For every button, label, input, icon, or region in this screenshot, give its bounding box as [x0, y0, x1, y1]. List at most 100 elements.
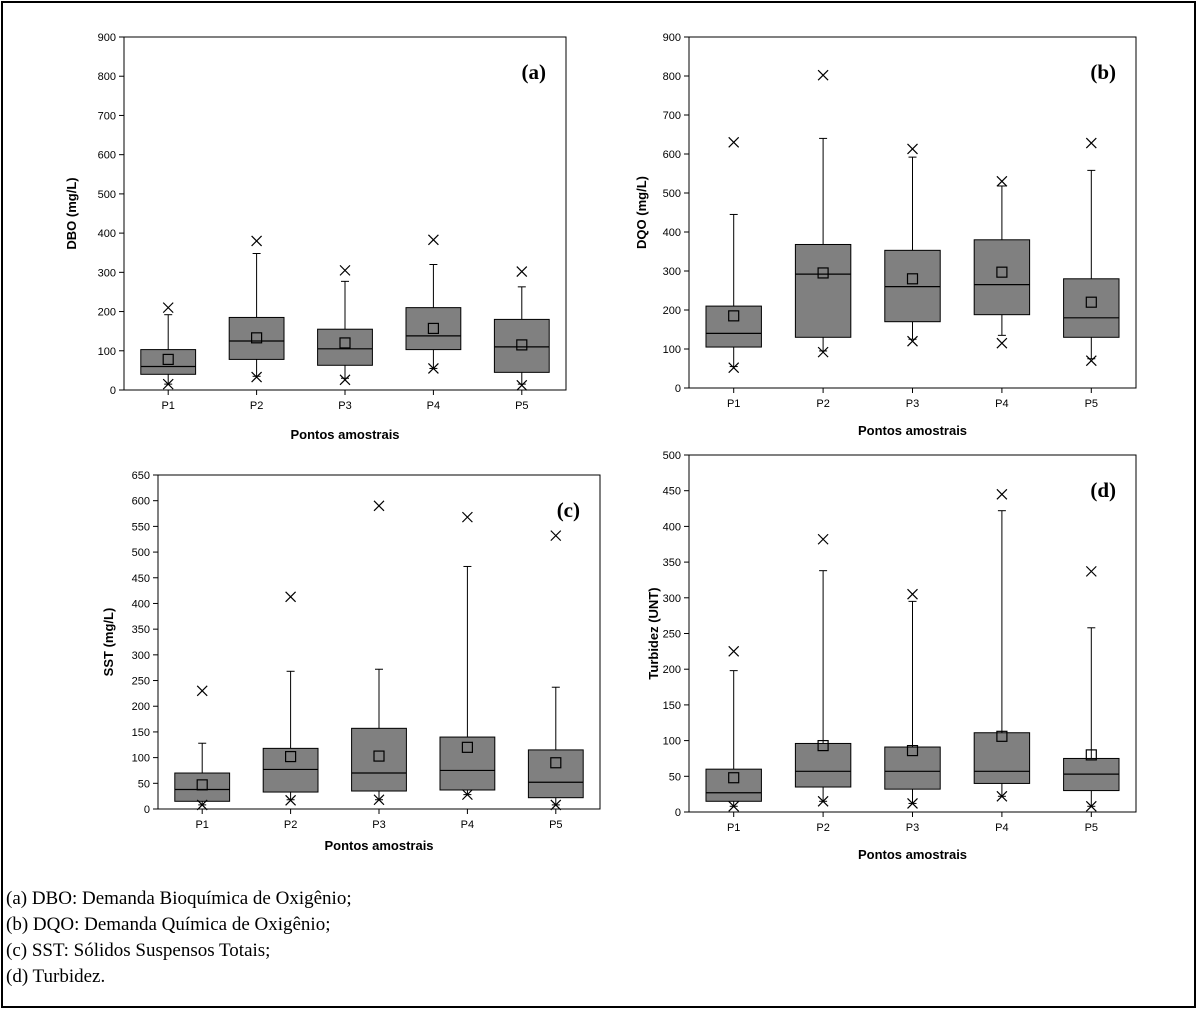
y-tick-label: 150 [132, 727, 150, 739]
y-tick-label: 250 [132, 676, 150, 688]
caption-c: (c) SST: Sólidos Suspensos Totais; [6, 940, 271, 961]
x-axis-label: Pontos amostrais [324, 838, 433, 853]
x-tick-label: P5 [515, 400, 528, 412]
x-tick-label: P2 [816, 398, 829, 410]
box [351, 727, 407, 792]
y-axis-label: SST (mg/L) [101, 608, 116, 677]
y-tick-label: 900 [98, 32, 116, 44]
y-tick-label: 300 [663, 593, 681, 605]
box [262, 747, 319, 793]
y-axis-label: Turbidez (UNT) [646, 587, 661, 679]
min-marker [996, 337, 1008, 349]
mean-marker [339, 337, 351, 349]
y-tick-label: 0 [675, 807, 681, 819]
max-marker [285, 591, 297, 603]
min-marker [1085, 800, 1097, 812]
box [174, 772, 231, 802]
min-marker [339, 374, 351, 386]
x-tick-label: P5 [1085, 398, 1098, 410]
y-tick-label: 650 [132, 470, 150, 482]
x-tick-label: P1 [161, 400, 174, 412]
y-tick-label: 200 [663, 305, 681, 317]
y-tick-label: 400 [98, 228, 116, 240]
x-tick-label: P2 [816, 822, 829, 834]
mean-marker [251, 332, 263, 344]
caption-d: (d) Turbidez. [6, 966, 106, 987]
y-tick-label: 400 [132, 598, 150, 610]
max-marker [996, 488, 1008, 500]
y-tick-label: 300 [663, 266, 681, 278]
min-marker [550, 799, 562, 811]
panel-label: (c) [557, 498, 580, 522]
min-marker [251, 371, 263, 383]
max-marker [907, 588, 918, 600]
x-tick-label: P4 [461, 819, 474, 831]
mean-marker [461, 741, 473, 753]
min-marker [162, 378, 174, 390]
max-marker [461, 511, 473, 523]
max-marker [1085, 137, 1097, 149]
min-marker [728, 362, 740, 374]
x-tick-label: P3 [338, 400, 351, 412]
min-marker [516, 379, 528, 391]
mean-marker [162, 353, 174, 366]
box [317, 328, 373, 366]
y-tick-label: 300 [132, 650, 150, 662]
min-marker [461, 789, 473, 801]
box [1063, 278, 1120, 338]
y-tick-label: 200 [132, 701, 150, 713]
y-tick-label: 100 [663, 344, 681, 356]
x-axis-label: Pontos amostrais [858, 423, 967, 438]
mean-marker [817, 267, 829, 279]
mean-marker [906, 744, 919, 757]
max-marker [817, 533, 829, 545]
y-tick-label: 500 [663, 188, 681, 200]
max-marker [427, 234, 439, 246]
box [794, 243, 852, 338]
y-tick-label: 250 [663, 629, 681, 641]
caption-a: (a) DBO: Demanda Bioquímica de Oxigênio; [6, 888, 352, 909]
mean-marker [728, 772, 740, 784]
y-tick-label: 600 [132, 496, 150, 508]
max-marker [373, 500, 385, 512]
y-tick-label: 200 [663, 664, 681, 676]
box [973, 732, 1031, 784]
chart-panel-2: 0 100 200 300 400 500 600 700 800 900 P1 P2 P3 P4 P5 (b… [634, 32, 1137, 438]
y-tick-label: 900 [663, 32, 681, 44]
y-tick-label: 50 [138, 778, 150, 790]
y-tick-label: 450 [663, 486, 681, 498]
chart-panel-4: 0 50 100 150 200 250 300 350 400 450 500 P1 P2 P3 P4 P5… [646, 450, 1137, 862]
chart-panel-3: 0 50 100 150 200 250 300 350 400 450 500 550 600 650 P… [101, 470, 601, 853]
max-marker [251, 235, 263, 247]
x-tick-label: P5 [549, 819, 562, 831]
x-tick-label: P4 [427, 400, 440, 412]
max-marker [728, 645, 740, 657]
y-tick-label: 150 [663, 700, 681, 712]
x-tick-label: P1 [727, 398, 740, 410]
x-tick-label: P5 [1085, 822, 1098, 834]
max-marker [907, 143, 918, 155]
min-marker [373, 794, 385, 806]
box [884, 746, 941, 790]
min-marker [196, 799, 208, 811]
mean-marker [996, 730, 1008, 742]
box [705, 768, 762, 802]
x-tick-label: P4 [995, 822, 1008, 834]
x-tick-label: P3 [372, 819, 385, 831]
min-marker [427, 363, 439, 374]
y-tick-label: 700 [663, 110, 681, 122]
max-marker [996, 175, 1008, 187]
min-marker [996, 790, 1008, 802]
mean-marker [728, 310, 740, 322]
mean-marker [373, 750, 385, 762]
panel-label: (d) [1090, 478, 1116, 502]
y-tick-label: 100 [132, 753, 150, 765]
mean-marker [996, 266, 1008, 278]
y-tick-label: 800 [663, 71, 681, 83]
x-tick-label: P2 [250, 400, 263, 412]
mean-marker [1085, 749, 1097, 761]
y-tick-label: 700 [98, 110, 116, 122]
y-tick-label: 800 [98, 71, 116, 83]
panel-label: (b) [1090, 60, 1116, 84]
